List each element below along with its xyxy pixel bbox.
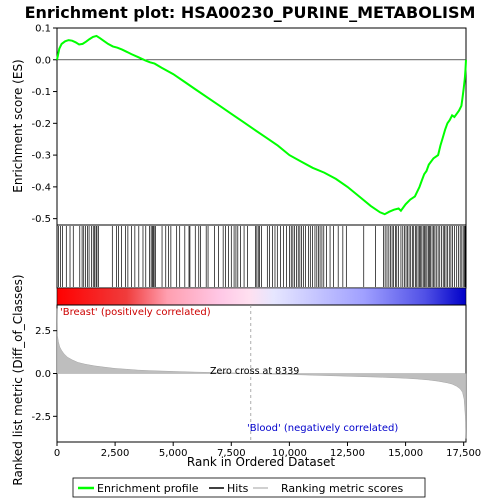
enrichment-y-tick-label: -0.1 (31, 87, 51, 98)
correlation-color-band (56, 287, 467, 306)
legend-hits-label: Hits (227, 482, 249, 495)
x-axis-label: Rank in Ordered Dataset (187, 455, 335, 469)
color-band (56, 287, 467, 306)
enrichment-y-tick-label: -0.4 (31, 182, 51, 193)
negative-class-label: 'Blood' (negatively correlated) (247, 423, 398, 434)
enrichment-y-tick-label: 0.1 (35, 24, 51, 35)
hit-markers (58, 226, 467, 287)
positive-class-label: 'Breast' (positively correlated) (60, 307, 211, 318)
x-tick-label: 7,500 (217, 448, 246, 459)
enrichment-panel: 0.1 0.0 -0.1 -0.2 -0.3 -0.4 -0.5 Enrichment sc… (11, 24, 467, 226)
hits-panel (56, 224, 467, 289)
legend-enrichment-label: Enrichment profile (97, 482, 199, 495)
enrichment-y-tick-label: -0.3 (31, 151, 51, 162)
ranking-panel: 2.5 0.0 -2.5 0 2,500 5,000 7,500 10,000 12,500 1… (11, 274, 481, 485)
ranking-y-tick-label: -2.5 (31, 412, 51, 423)
x-tick-label: 0 (54, 448, 60, 459)
x-tick-label: 2,500 (101, 448, 130, 459)
ranking-y-tick-label: 0.0 (35, 369, 51, 380)
chart-title: Enrichment plot: HSA00230_PURINE_METABOL… (25, 3, 476, 22)
enrichment-plot-area (56, 27, 467, 226)
enrichment-y-tick-label: -0.5 (31, 214, 51, 225)
ranking-y-axis-label: Ranked list metric (Diff_of_Classes) (11, 274, 25, 485)
legend-ranking-label: Ranking metric scores (281, 482, 403, 495)
legend-box (72, 477, 426, 498)
enrichment-y-axis-label: Enrichment score (ES) (11, 59, 25, 192)
enrichment-y-ticks: 0.1 0.0 -0.1 -0.2 -0.3 -0.4 -0.5 (31, 24, 57, 225)
enrichment-y-tick-label: -0.2 (31, 119, 51, 130)
ranking-y-tick-label: 2.5 (35, 326, 51, 337)
zero-cross-label: Zero cross at 8339 (210, 366, 299, 377)
ranking-x-ticks: 0 2,500 5,000 7,500 10,000 12,500 15,000 17,500 (54, 442, 481, 459)
enrichment-y-tick-label: 0.0 (35, 55, 51, 66)
legend: Enrichment profile Hits Ranking metric s… (72, 477, 426, 498)
x-tick-label: 15,000 (388, 448, 423, 459)
x-tick-label: 12,500 (330, 448, 365, 459)
enrichment-profile-line (56, 34, 467, 216)
ranking-y-ticks: 2.5 0.0 -2.5 (31, 326, 57, 423)
x-tick-label: 5,000 (159, 448, 188, 459)
x-tick-label: 10,000 (272, 448, 307, 459)
x-tick-label: 17,500 (446, 448, 481, 459)
